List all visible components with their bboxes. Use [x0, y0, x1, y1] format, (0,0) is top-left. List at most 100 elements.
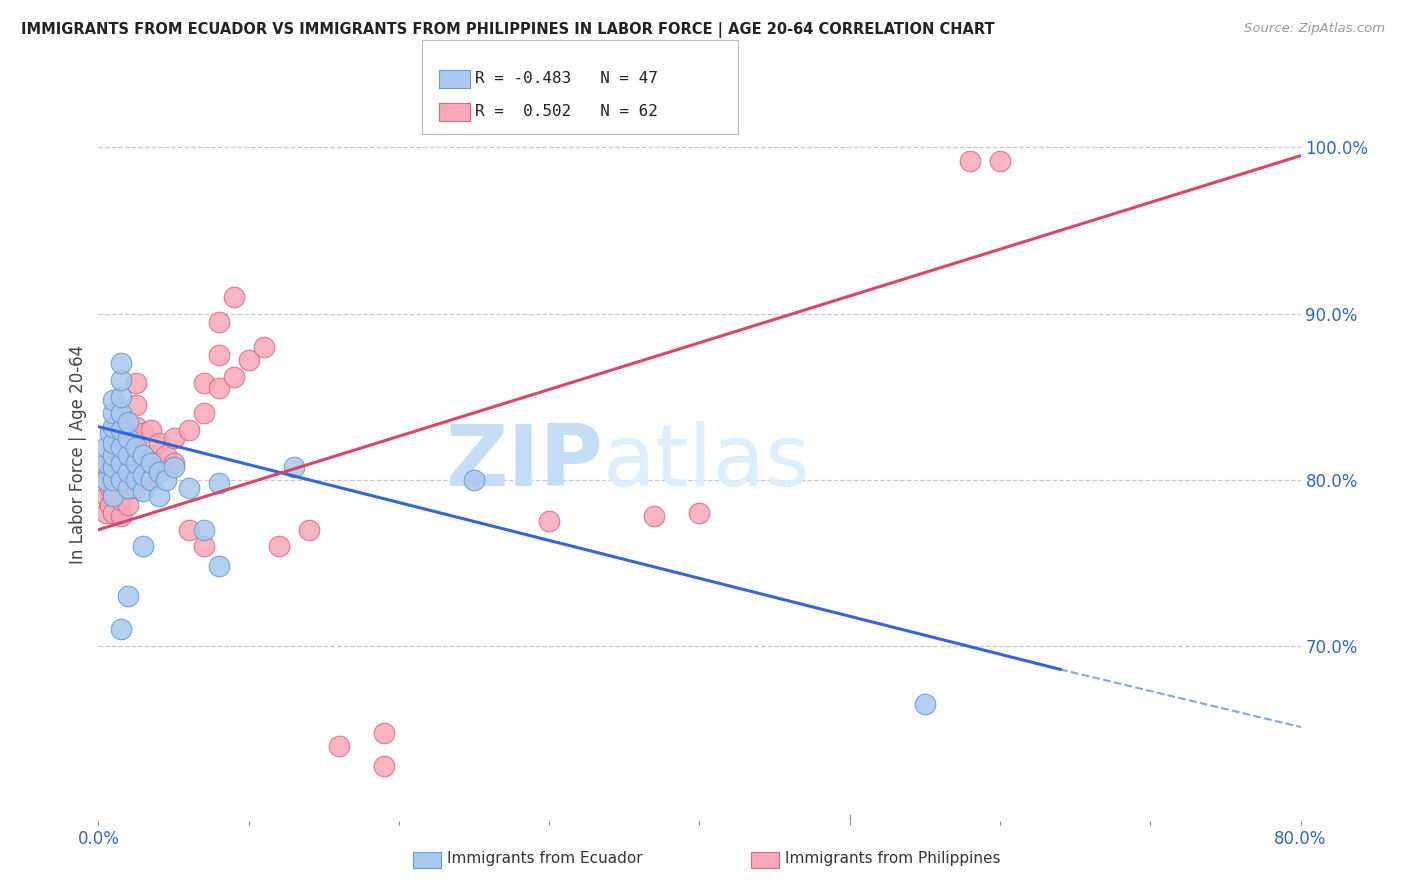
Point	[110, 473, 132, 487]
Text: Immigrants from Philippines: Immigrants from Philippines	[785, 852, 1000, 866]
Point	[103, 453, 125, 467]
Point	[94, 456, 117, 470]
Point	[94, 459, 117, 474]
Point	[177, 523, 200, 537]
Point	[193, 406, 215, 420]
Point	[125, 419, 148, 434]
Point	[103, 486, 125, 500]
Point	[110, 473, 132, 487]
Point	[110, 419, 132, 434]
Point	[117, 465, 139, 479]
Point	[132, 484, 155, 499]
Point	[94, 490, 117, 504]
Point	[117, 589, 139, 603]
Point	[139, 473, 162, 487]
Point	[132, 426, 155, 441]
Point	[148, 490, 170, 504]
Point	[100, 481, 122, 495]
Text: IMMIGRANTS FROM ECUADOR VS IMMIGRANTS FROM PHILIPPINES IN LABOR FORCE | AGE 20-6: IMMIGRANTS FROM ECUADOR VS IMMIGRANTS FR…	[21, 22, 994, 38]
Point	[110, 456, 132, 470]
Y-axis label: In Labor Force | Age 20-64: In Labor Force | Age 20-64	[69, 345, 87, 565]
Point	[103, 467, 125, 482]
Point	[125, 481, 148, 495]
Point	[125, 398, 148, 412]
Point	[298, 523, 321, 537]
Point	[139, 456, 162, 470]
Point	[110, 456, 132, 470]
Point	[914, 698, 936, 712]
Point	[222, 369, 245, 384]
Point	[222, 290, 245, 304]
Point	[103, 406, 125, 420]
Point	[193, 539, 215, 553]
Point	[988, 153, 1011, 168]
Point	[373, 758, 395, 772]
Point	[132, 539, 155, 553]
Point	[132, 467, 155, 482]
Point	[328, 739, 350, 753]
Point	[110, 440, 132, 454]
Point	[103, 436, 125, 450]
Point	[689, 506, 711, 520]
Point	[253, 340, 276, 354]
Point	[959, 153, 981, 168]
Point	[110, 373, 132, 387]
Point	[103, 448, 125, 462]
Point	[103, 440, 125, 454]
Point	[94, 473, 117, 487]
Point	[94, 506, 117, 520]
Point	[148, 465, 170, 479]
Point	[132, 473, 155, 487]
Point	[139, 423, 162, 437]
Point	[100, 498, 122, 512]
Point	[162, 456, 184, 470]
Point	[463, 473, 485, 487]
Point	[139, 473, 162, 487]
Point	[177, 481, 200, 495]
Point	[110, 509, 132, 524]
Point	[100, 426, 122, 441]
Point	[117, 431, 139, 445]
Point	[110, 623, 132, 637]
Point	[117, 498, 139, 512]
Point	[238, 353, 260, 368]
Point	[125, 473, 148, 487]
Point	[208, 381, 231, 395]
Text: Source: ZipAtlas.com: Source: ZipAtlas.com	[1244, 22, 1385, 36]
Point	[177, 423, 200, 437]
Point	[643, 509, 665, 524]
Text: atlas: atlas	[603, 421, 811, 504]
Point	[110, 440, 132, 454]
Text: Immigrants from Ecuador: Immigrants from Ecuador	[447, 852, 643, 866]
Point	[283, 459, 305, 474]
Point	[162, 431, 184, 445]
Point	[94, 440, 117, 454]
Point	[139, 448, 162, 462]
Point	[155, 448, 177, 462]
Point	[110, 406, 132, 420]
Point	[208, 559, 231, 574]
Point	[208, 348, 231, 362]
Point	[155, 473, 177, 487]
Text: R = -0.483   N = 47: R = -0.483 N = 47	[475, 71, 658, 86]
Point	[100, 465, 122, 479]
Point	[110, 423, 132, 437]
Point	[162, 459, 184, 474]
Point	[267, 539, 290, 553]
Point	[103, 506, 125, 520]
Point	[117, 461, 139, 475]
Point	[110, 492, 132, 507]
Point	[193, 376, 215, 391]
Point	[148, 459, 170, 474]
Point	[103, 392, 125, 407]
Point	[125, 440, 148, 454]
Point	[132, 448, 155, 462]
Point	[94, 473, 117, 487]
Point	[148, 436, 170, 450]
Point	[103, 490, 125, 504]
Point	[117, 415, 139, 429]
Text: ZIP: ZIP	[446, 421, 603, 504]
Point	[125, 456, 148, 470]
Point	[117, 442, 139, 457]
Point	[117, 481, 139, 495]
